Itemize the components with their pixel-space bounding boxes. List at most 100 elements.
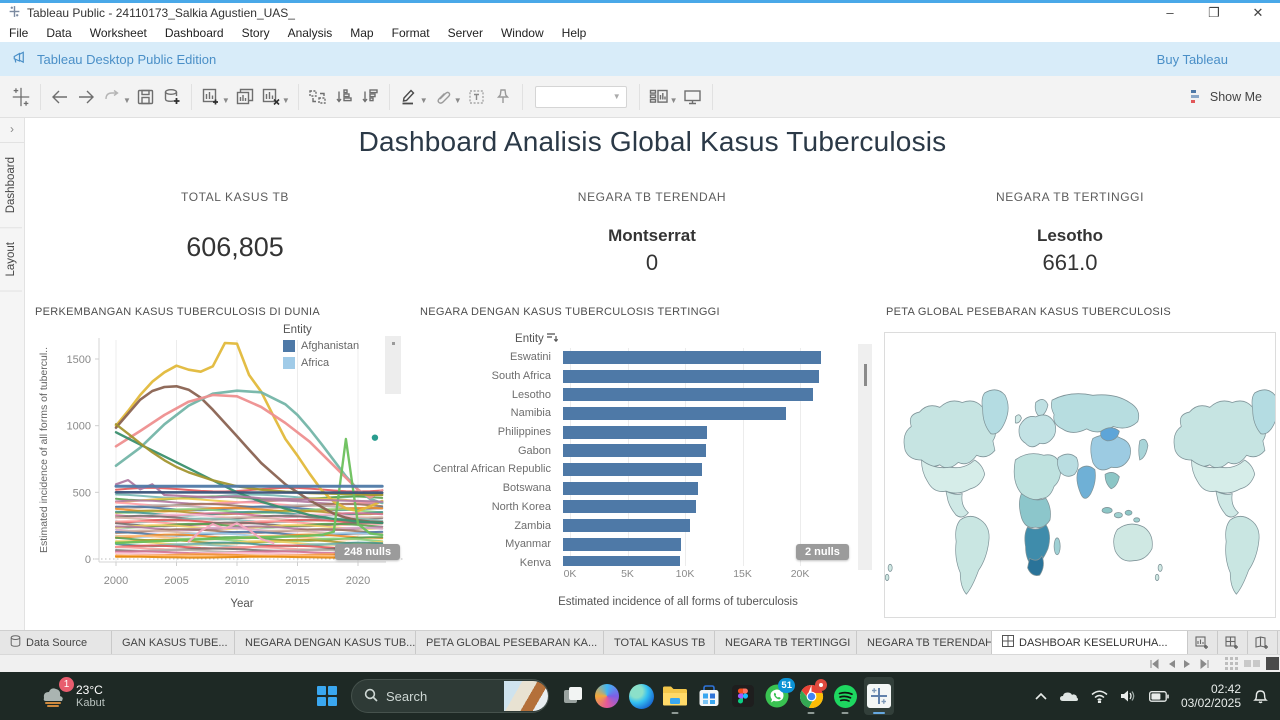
wifi-icon[interactable] — [1091, 690, 1108, 703]
swap-rows-columns-icon[interactable] — [305, 83, 331, 111]
bar-row-label[interactable]: North Korea — [491, 500, 551, 513]
bar[interactable] — [563, 537, 682, 551]
show-cards-icon[interactable] — [646, 83, 672, 111]
menu-window[interactable]: Window — [500, 25, 544, 40]
bar[interactable] — [563, 388, 813, 402]
whatsapp-icon[interactable]: 51 — [762, 677, 795, 715]
replay-dropdown[interactable]: ▼ — [123, 96, 131, 105]
volume-icon[interactable] — [1120, 689, 1137, 703]
weather-widget[interactable]: 1 23°C Kabut — [40, 677, 105, 709]
bar-row-label[interactable]: Lesotho — [511, 388, 551, 401]
view-filmstrip-button[interactable] — [1244, 657, 1260, 670]
task-view-icon[interactable] — [558, 677, 588, 715]
presentation-mode-icon[interactable] — [680, 83, 706, 111]
format-link-dropdown[interactable]: ▼ — [453, 96, 462, 105]
show-cards-dropdown[interactable]: ▼ — [669, 96, 678, 105]
bar-row-label[interactable]: South Africa — [491, 370, 551, 383]
sheet-tab-8[interactable]: DASHBOAR KESELURUHA... — [992, 631, 1188, 654]
bar-row-label[interactable]: Central African Republic — [432, 463, 551, 476]
notification-bell-icon[interactable] — [1253, 688, 1268, 704]
view-grid-button[interactable] — [1225, 657, 1238, 670]
save-icon[interactable] — [133, 83, 159, 111]
sheet-tab-1[interactable]: Data Source — [0, 631, 112, 654]
pin-icon[interactable] — [490, 83, 516, 111]
tab-layout[interactable]: Layout — [0, 228, 22, 292]
legend-label[interactable]: Africa — [301, 357, 330, 369]
restore-button[interactable]: ❐ — [1208, 5, 1220, 20]
bar-row-header[interactable]: Entity — [418, 332, 559, 345]
replay-icon[interactable] — [99, 83, 125, 111]
highlight-dropdown[interactable]: ▼ — [419, 96, 428, 105]
menu-help[interactable]: Help — [561, 25, 587, 40]
bar[interactable] — [563, 500, 697, 514]
minimize-button[interactable]: – — [1166, 5, 1174, 20]
bar[interactable] — [563, 350, 821, 364]
buy-tableau-link[interactable]: Buy Tableau — [1156, 51, 1228, 67]
bar-row-label[interactable]: Kenya — [519, 556, 551, 566]
new-worksheet-button[interactable] — [1188, 631, 1218, 654]
legend-label[interactable]: Afghanistan — [301, 340, 360, 352]
sheet-tab-5[interactable]: TOTAL KASUS TB — [604, 631, 715, 654]
menu-file[interactable]: File — [9, 25, 29, 40]
duplicate-icon[interactable] — [232, 83, 258, 111]
fit-selector[interactable]: ▼ — [534, 85, 627, 108]
menu-map[interactable]: Map — [350, 25, 374, 40]
view-sheet-button[interactable] — [1266, 657, 1279, 670]
figma-icon[interactable] — [728, 677, 758, 715]
legend-scrollbar[interactable] — [385, 336, 401, 394]
sheet-tab-7[interactable]: NEGARA TB TERENDAH — [857, 631, 992, 654]
microsoft-store-icon[interactable] — [694, 677, 724, 715]
tableau-icon[interactable] — [864, 677, 894, 715]
highlight-icon[interactable] — [396, 83, 422, 111]
bar[interactable] — [563, 481, 698, 495]
clear-sheet-icon[interactable] — [258, 83, 284, 111]
sheet-tab-3[interactable]: NEGARA DENGAN KASUS TUB... — [235, 631, 416, 654]
onedrive-icon[interactable] — [1059, 689, 1079, 703]
clear-sheet-dropdown[interactable]: ▼ — [281, 96, 290, 105]
back-icon[interactable] — [47, 83, 73, 111]
battery-icon[interactable] — [1148, 690, 1169, 702]
new-story-button[interactable] — [1248, 631, 1278, 654]
bar-scrollbar[interactable] — [858, 344, 872, 570]
bar[interactable] — [563, 519, 690, 533]
chrome-icon[interactable] — [796, 677, 827, 715]
expand-panel-button[interactable]: › — [0, 118, 24, 143]
new-dashboard-button[interactable] — [1218, 631, 1248, 654]
bar-row-label[interactable]: Gabon — [517, 444, 551, 457]
first-sheet-button[interactable] — [1148, 658, 1160, 669]
bar-row-label[interactable]: Zambia — [514, 519, 551, 532]
spotify-icon[interactable] — [830, 677, 860, 715]
bar-row-label[interactable]: Philippines — [497, 426, 551, 439]
bar[interactable] — [563, 462, 703, 476]
new-worksheet-dropdown[interactable]: ▼ — [221, 96, 230, 105]
sheet-tab-6[interactable]: NEGARA TB TERTINGGI — [715, 631, 857, 654]
menu-data[interactable]: Data — [46, 25, 72, 40]
copilot-icon[interactable] — [592, 677, 622, 715]
bar[interactable] — [563, 425, 707, 439]
start-button[interactable] — [312, 677, 342, 715]
previous-sheet-button[interactable] — [1167, 659, 1176, 669]
menu-format[interactable]: Format — [391, 25, 430, 40]
bar-row-label[interactable]: Eswatini — [510, 351, 551, 364]
format-link-icon[interactable] — [430, 83, 456, 111]
next-sheet-button[interactable] — [1183, 659, 1192, 669]
show-me-button[interactable]: Show Me — [1190, 90, 1262, 104]
nulls-indicator[interactable]: 248 nulls — [335, 544, 401, 560]
last-sheet-button[interactable] — [1199, 658, 1211, 669]
bar[interactable] — [563, 406, 787, 420]
bar[interactable] — [563, 369, 820, 383]
tab-dashboard[interactable]: Dashboard — [0, 143, 22, 229]
tableau-logo-icon[interactable] — [8, 83, 34, 111]
bar[interactable] — [563, 556, 681, 566]
sort-ascending-icon[interactable] — [331, 83, 357, 111]
sheet-tab-2[interactable]: GAN KASUS TUBE... — [112, 631, 235, 654]
bar-row-label[interactable]: Botswana — [502, 482, 551, 495]
menu-server[interactable]: Server — [447, 25, 483, 40]
sheet-tab-4[interactable]: PETA GLOBAL PESEBARAN KA... — [416, 631, 604, 654]
search-highlight-image[interactable] — [504, 681, 548, 711]
add-data-icon[interactable] — [159, 83, 185, 111]
new-worksheet-icon[interactable] — [198, 83, 224, 111]
menu-dashboard[interactable]: Dashboard — [164, 25, 224, 40]
sort-descending-icon[interactable] — [357, 83, 383, 111]
forward-icon[interactable] — [73, 83, 99, 111]
